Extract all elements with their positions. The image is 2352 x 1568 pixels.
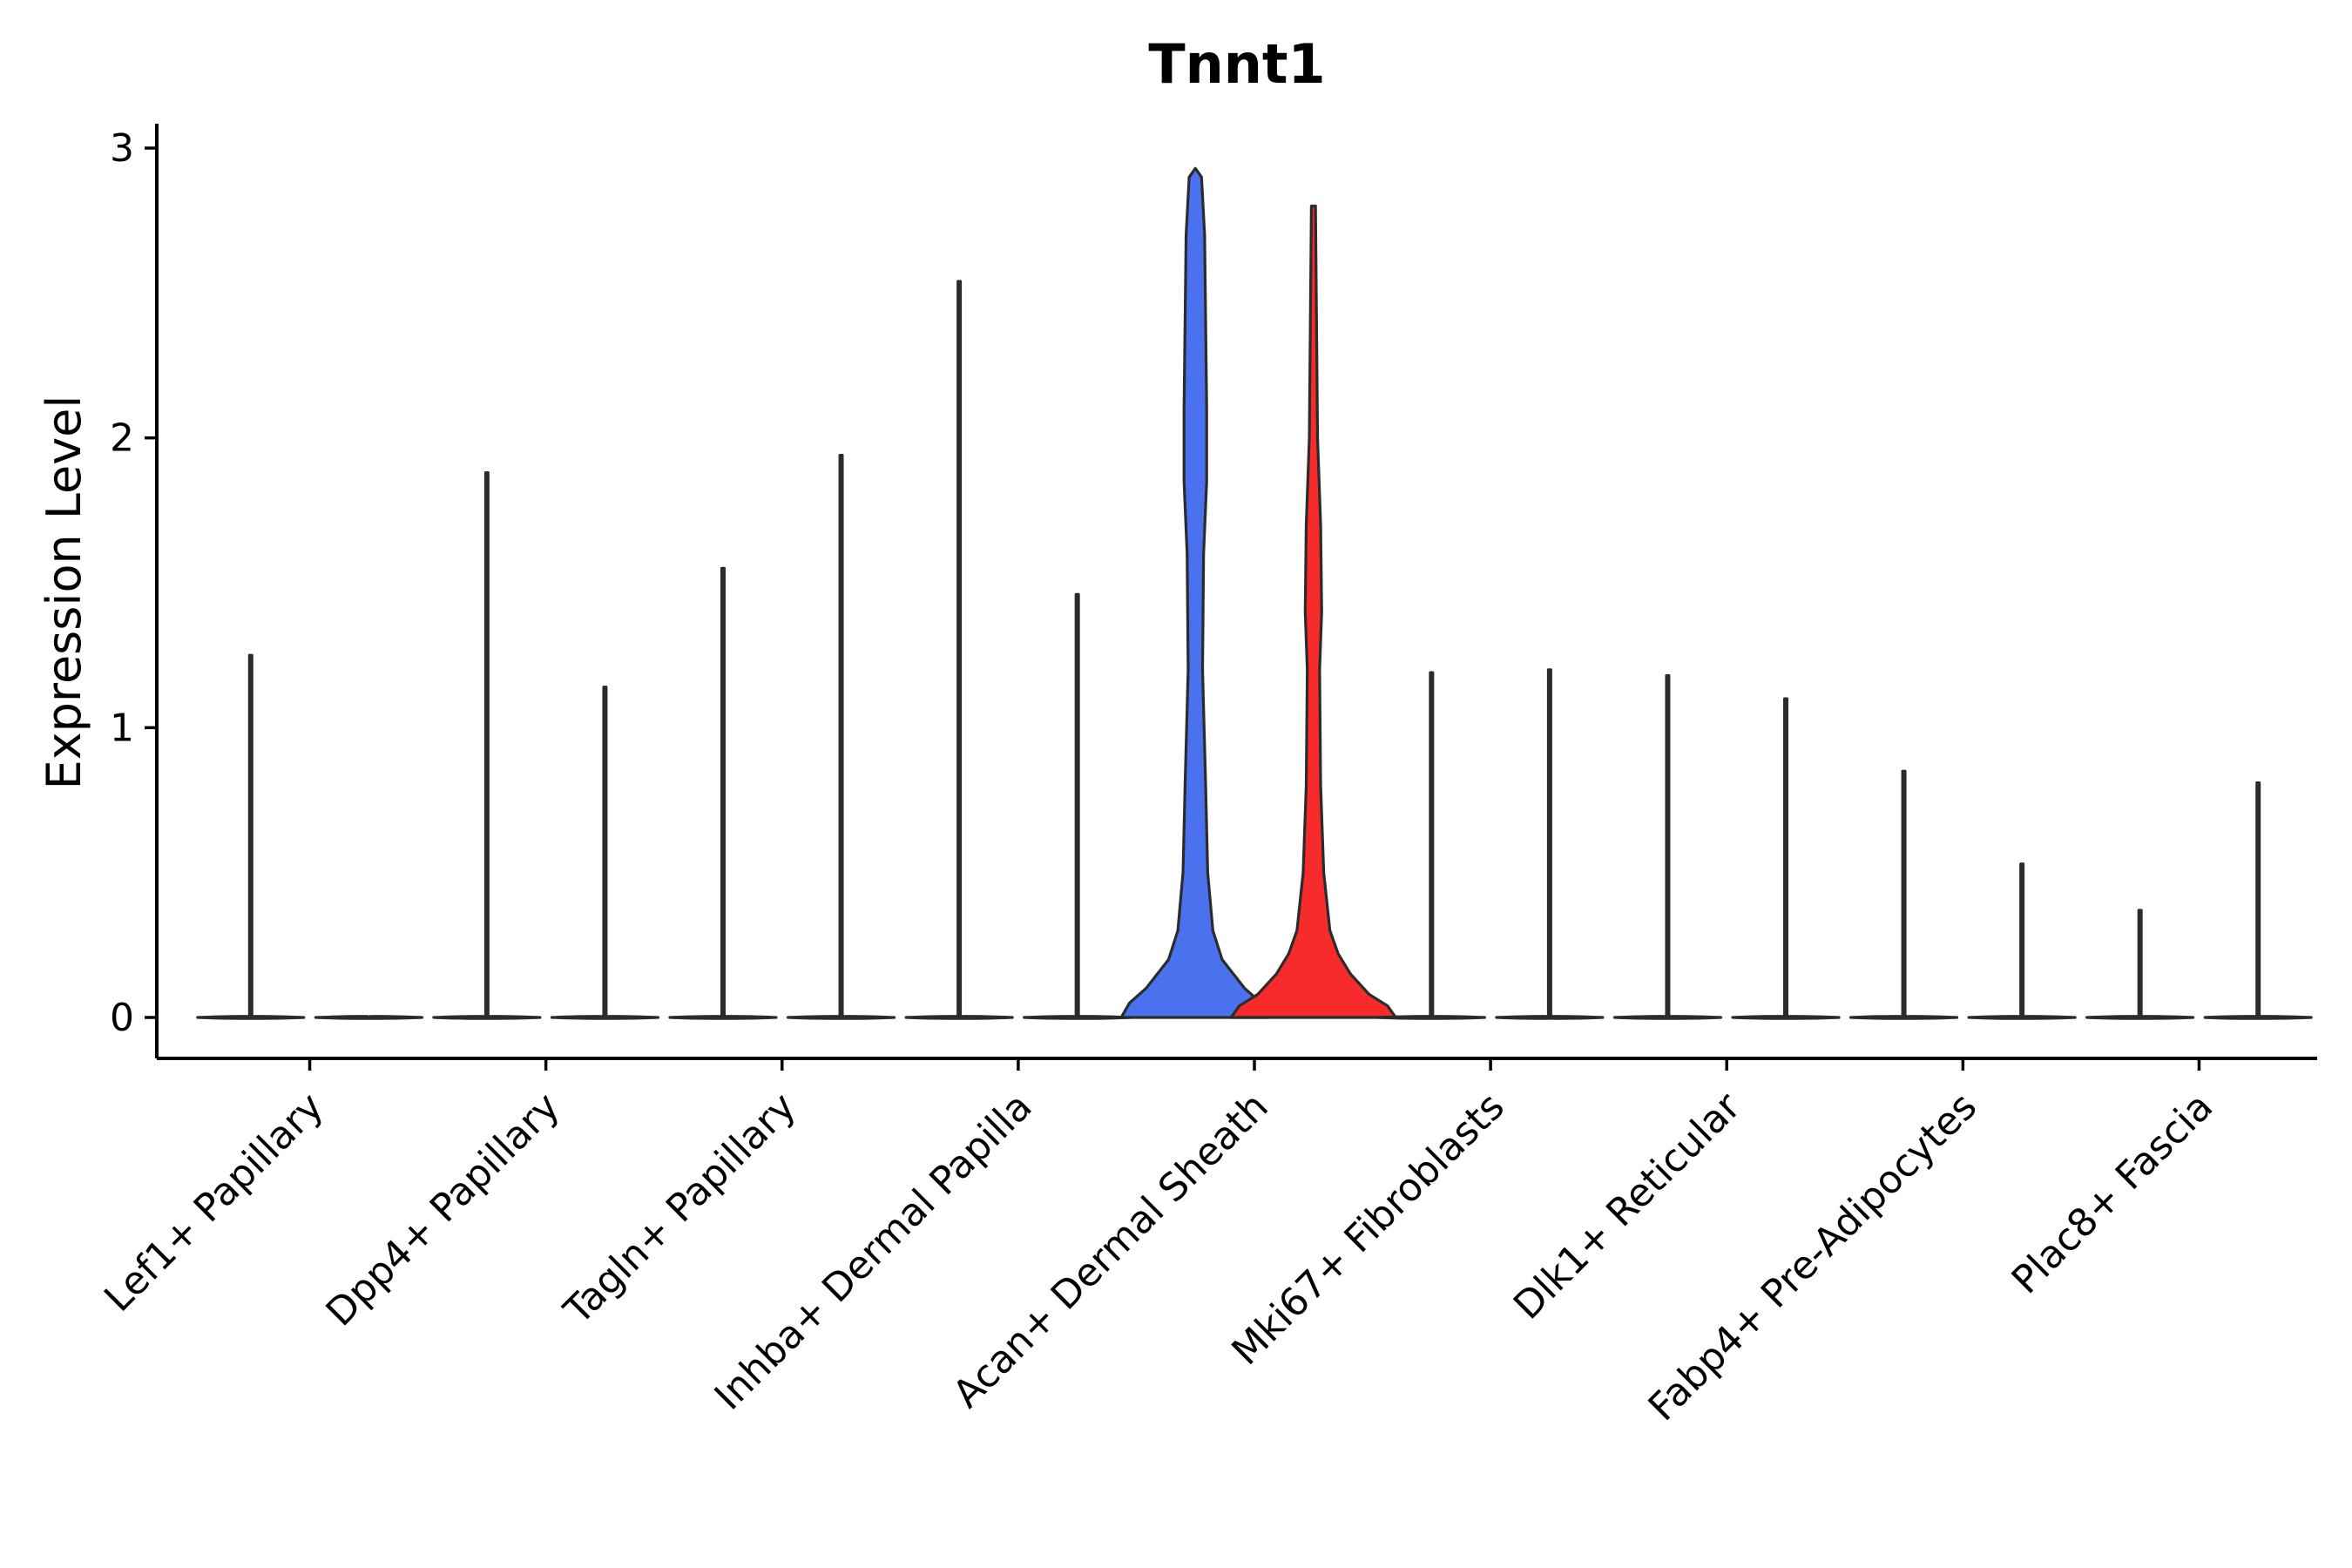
violin-1-1 [432, 470, 542, 1020]
chart-title: Tnnt1 [1148, 32, 1325, 96]
violin-2-5 [1495, 668, 1605, 1020]
violin-2-6 [1731, 697, 1841, 1020]
violin-1-3 [904, 280, 1014, 1020]
violin-1-6 [1612, 673, 1723, 1020]
y-tick-label: 1 [110, 706, 134, 750]
y-axis-label: Expression Level [37, 395, 91, 790]
x-tick-label: Dlk1+ Reticular [1505, 1084, 1750, 1328]
violin-2-7 [1967, 862, 2077, 1020]
y-tick-label: 0 [110, 996, 134, 1040]
violin-2-3 [1023, 592, 1132, 1020]
violin-1-7 [1848, 769, 1959, 1020]
violin-1-5 [1376, 671, 1486, 1020]
violin-1-4 [1119, 166, 1271, 1019]
y-tick-label: 2 [110, 416, 134, 461]
violin-2-1 [550, 686, 660, 1020]
x-tick-label: Lef1+ Papillary [96, 1085, 332, 1321]
violin-2-2 [786, 454, 896, 1020]
violin-2-4 [1229, 204, 1397, 1019]
y-tick-label: 3 [110, 126, 134, 171]
x-tick-label: Dpp4+ Papillary [318, 1085, 569, 1335]
x-tick-label: Plac8+ Fascia [2004, 1085, 2222, 1303]
violin-2-0 [314, 1015, 423, 1020]
y-axis: 0 1 2 3 [110, 124, 159, 1058]
x-tick-label: Tagln+ Papillary [555, 1085, 804, 1334]
violin-1-2 [668, 566, 778, 1020]
violin-2-8 [2203, 781, 2313, 1020]
violin-1-8 [2085, 909, 2195, 1020]
violin-1-0 [196, 653, 306, 1020]
x-tick-label: Mki67+ Fibroblasts [1224, 1085, 1513, 1374]
violins [196, 166, 2313, 1020]
